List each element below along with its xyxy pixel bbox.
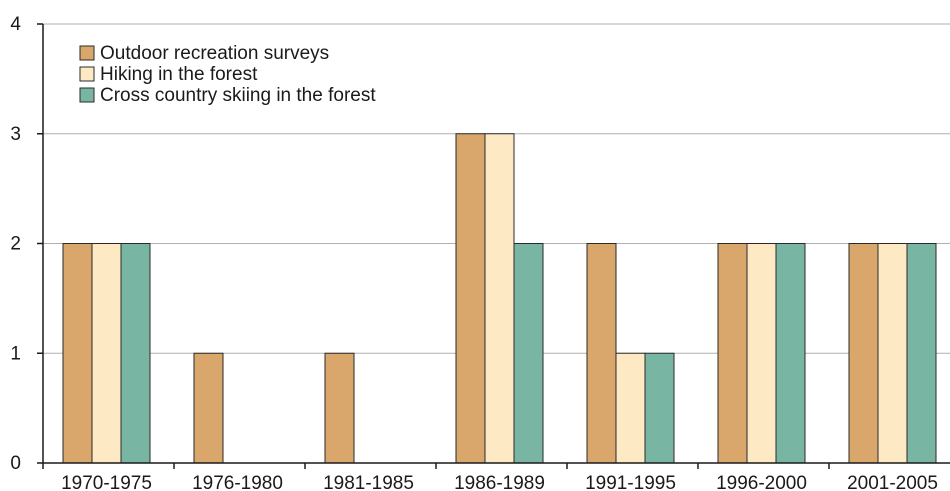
bar [877, 243, 908, 464]
bar [91, 243, 122, 464]
bar [513, 243, 544, 464]
bar [644, 352, 675, 464]
axes [37, 23, 950, 469]
x-tick-label: 1996-2000 [716, 473, 807, 491]
y-tick-label: 0 [10, 453, 21, 474]
x-tick-labels: 1970-1975 1976-1980 1981-1985 1986-1989 1991… [61, 473, 938, 491]
bar [455, 133, 486, 464]
bar [193, 352, 224, 464]
x-tick-label: 1981-1985 [323, 473, 414, 491]
y-tick-labels: 0 1 2 3 4 [10, 14, 21, 474]
legend-swatch [79, 45, 95, 61]
bar [746, 243, 777, 464]
bar [484, 133, 515, 464]
bars [62, 133, 937, 464]
bar [62, 243, 93, 464]
bar [586, 243, 617, 464]
legend-swatch [79, 87, 95, 103]
y-tick-label: 2 [10, 234, 21, 255]
legend-swatch [79, 66, 95, 82]
bar [324, 352, 355, 464]
bar [615, 352, 646, 464]
bar [120, 243, 151, 464]
x-tick-label: 2001-2005 [847, 473, 938, 491]
legend-label: Hiking in the forest [100, 64, 258, 85]
x-tick-label: 1986-1989 [454, 473, 545, 491]
x-tick-label: 1970-1975 [61, 473, 152, 491]
legend-label: Cross country skiing in the forest [100, 85, 376, 106]
x-tick-label: 1976-1980 [192, 473, 283, 491]
x-tick-label: 1991-1995 [585, 473, 676, 491]
bar [906, 243, 937, 464]
y-tick-label: 4 [10, 14, 21, 35]
legend-label: Outdoor recreation surveys [100, 43, 329, 64]
bar [717, 243, 748, 464]
y-tick-label: 1 [10, 343, 21, 364]
bar [775, 243, 806, 464]
y-tick-label: 3 [10, 124, 21, 145]
bar [848, 243, 879, 464]
